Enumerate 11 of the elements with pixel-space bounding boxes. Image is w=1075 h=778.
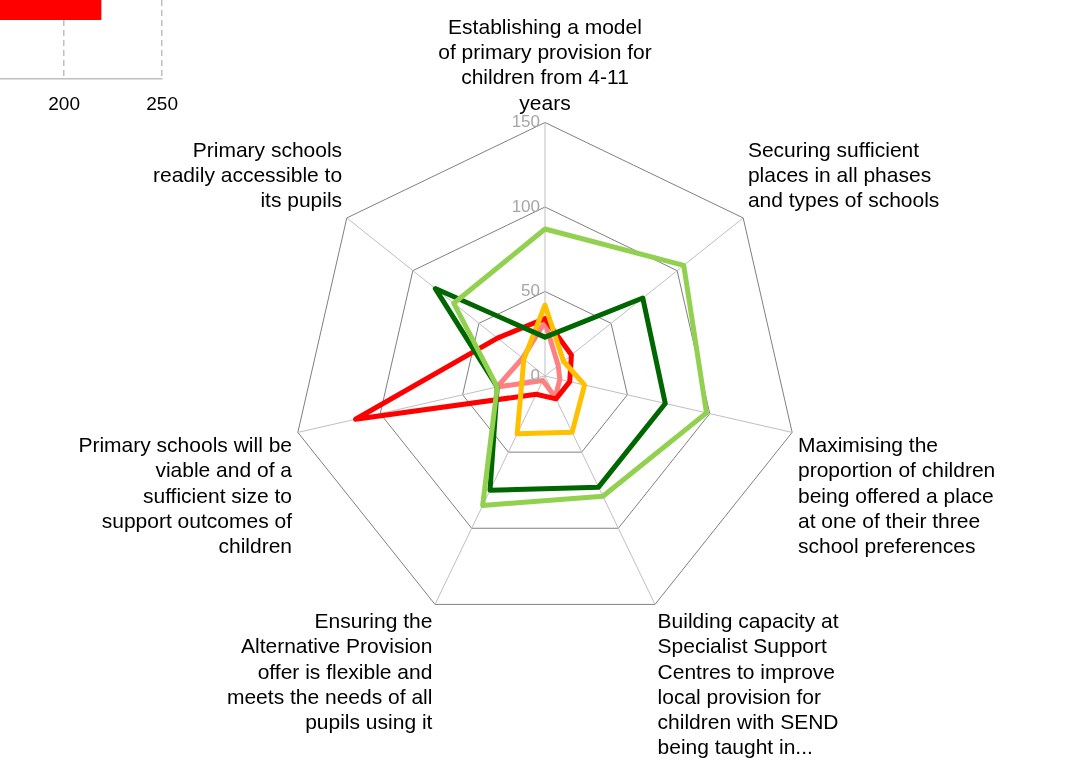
spoke-label: Ensuring the Alternative Provision offer is flexible and meets the needs of all pupils using it <box>226 609 433 733</box>
spoke-label: Securing sufficient places in all phases and types of schools <box>747 138 940 212</box>
spoke-label: Primary schools will be viable and of a sufficient size to support outcomes of children <box>78 433 293 557</box>
y-tick-label: 50 <box>521 281 540 301</box>
x-tick-label: 200 <box>48 92 80 114</box>
x-tick-label: 250 <box>146 92 178 114</box>
spoke-label: Establishing a model of primary provision for children from 4-11 years <box>438 15 652 114</box>
spoke-label: Building capacity at Specialist Support Centres to improve local provision for children with SEND being taught in... <box>657 609 839 759</box>
y-tick-label: 100 <box>511 196 540 216</box>
spoke-label: Primary schools readily accessible to its pupils <box>153 138 343 212</box>
spoke-label: Maximising the proportion of children being offered a place at one of their three school preferences <box>797 433 996 557</box>
